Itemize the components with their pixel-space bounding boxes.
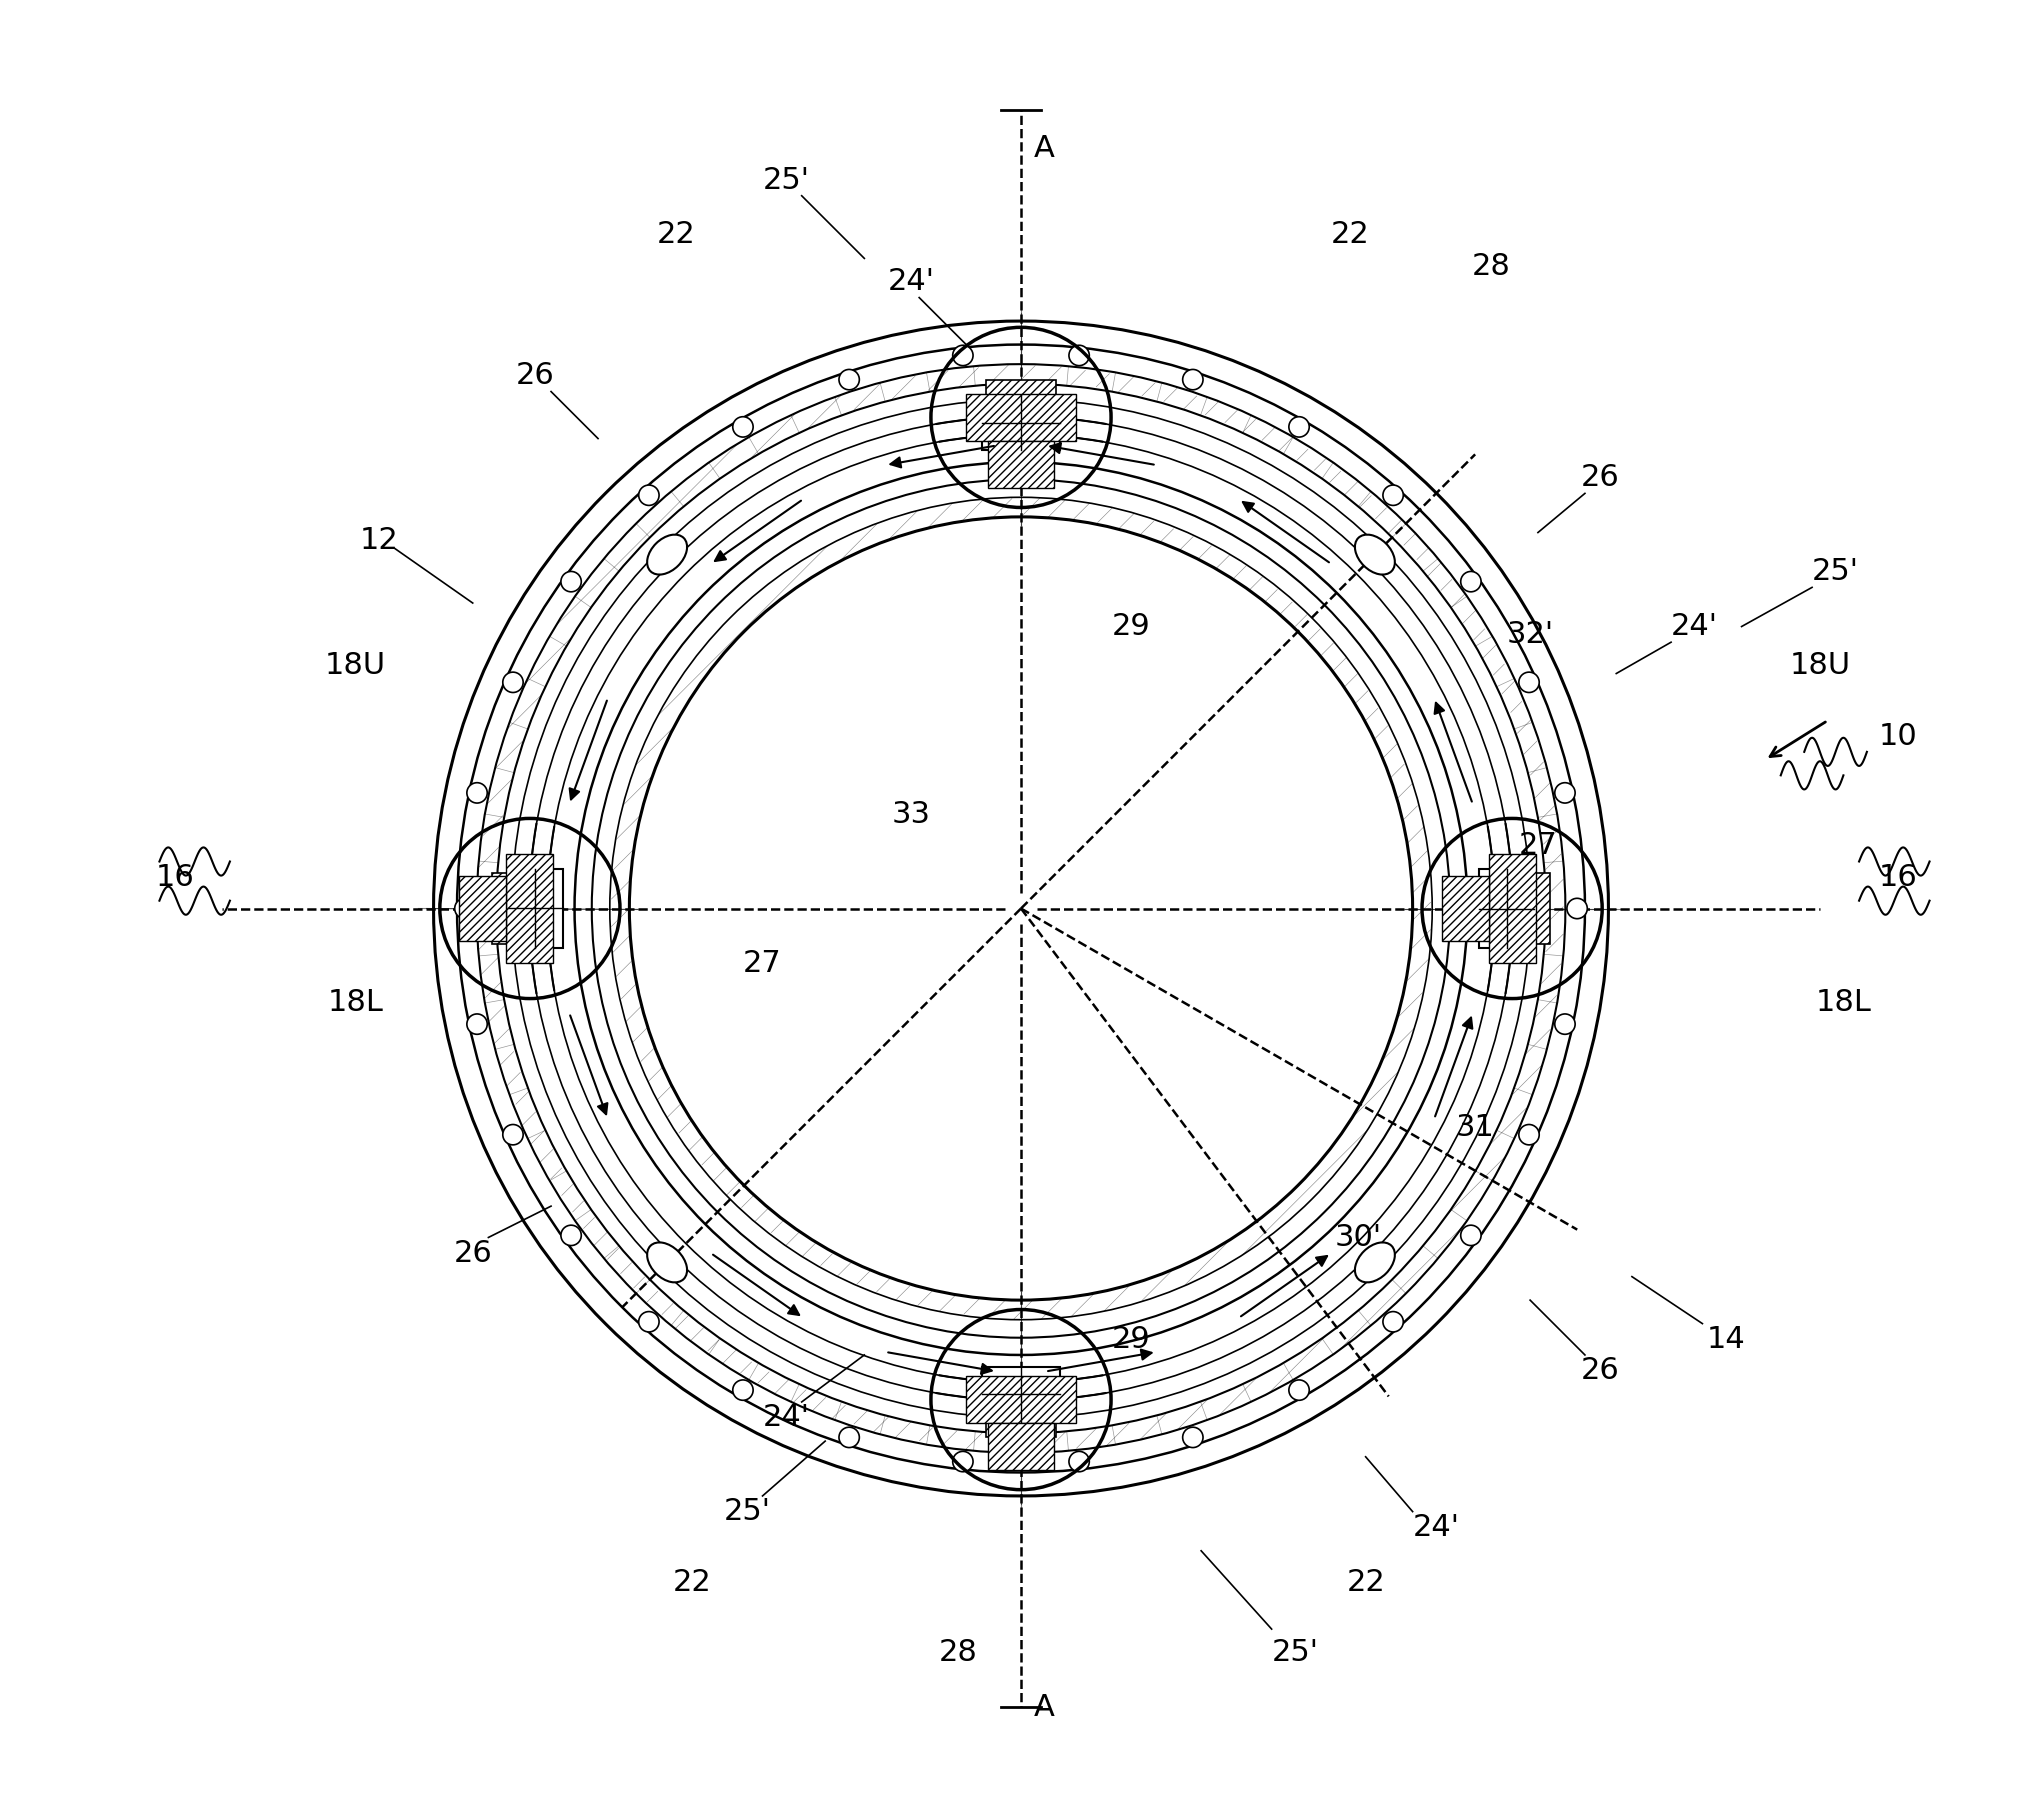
Text: 24': 24': [1413, 1514, 1460, 1543]
Text: 27: 27: [743, 948, 782, 978]
Text: 24': 24': [762, 1403, 809, 1432]
Text: 30': 30': [1333, 1223, 1380, 1252]
Circle shape: [733, 416, 753, 438]
Text: 32': 32': [1507, 620, 1554, 649]
Text: 18U: 18U: [1789, 650, 1850, 680]
Bar: [982, 396, 1060, 451]
Circle shape: [1519, 1125, 1540, 1145]
Text: 29: 29: [1111, 612, 1150, 641]
Circle shape: [502, 672, 523, 692]
Circle shape: [1182, 369, 1203, 391]
Text: 24': 24': [1670, 612, 1717, 641]
Circle shape: [468, 783, 488, 803]
Text: 26: 26: [517, 362, 555, 391]
Text: 18U: 18U: [325, 650, 386, 680]
Circle shape: [639, 1312, 660, 1332]
Text: 25': 25': [723, 1497, 770, 1526]
Text: 22: 22: [1346, 1568, 1384, 1597]
Circle shape: [433, 322, 1609, 1495]
Text: 28: 28: [939, 1639, 978, 1666]
Circle shape: [1460, 572, 1480, 592]
Text: 27: 27: [1519, 832, 1558, 859]
Circle shape: [1460, 1225, 1480, 1245]
Text: 26: 26: [1581, 463, 1619, 492]
Circle shape: [839, 1426, 860, 1448]
Circle shape: [1566, 898, 1587, 919]
Circle shape: [733, 1379, 753, 1401]
Circle shape: [562, 572, 582, 592]
Text: 28: 28: [1472, 253, 1511, 282]
Text: 26: 26: [453, 1239, 492, 1268]
Text: 18L: 18L: [1815, 988, 1870, 1018]
Circle shape: [1554, 783, 1574, 803]
Circle shape: [1182, 1426, 1203, 1448]
Ellipse shape: [1356, 534, 1395, 574]
Bar: [986, 1397, 1056, 1437]
Circle shape: [639, 485, 660, 505]
Circle shape: [455, 898, 476, 919]
Ellipse shape: [647, 534, 686, 574]
Text: 12: 12: [359, 525, 398, 554]
Circle shape: [954, 1452, 974, 1472]
Text: 16: 16: [1879, 863, 1917, 892]
Text: 29: 29: [1111, 1325, 1150, 1354]
Text: 25': 25': [1811, 558, 1858, 587]
Circle shape: [1382, 485, 1403, 505]
Text: 31: 31: [1456, 1114, 1495, 1143]
Circle shape: [839, 369, 860, 391]
Bar: [986, 380, 1056, 420]
Text: A: A: [1033, 134, 1056, 164]
Circle shape: [1068, 1452, 1088, 1472]
Bar: [966, 1375, 1076, 1423]
Circle shape: [468, 1014, 488, 1034]
Bar: [1489, 854, 1536, 963]
Bar: [506, 854, 553, 963]
Bar: [988, 1423, 1054, 1470]
Text: 10: 10: [1879, 721, 1917, 750]
Circle shape: [1554, 1014, 1574, 1034]
Bar: [508, 869, 564, 948]
Bar: [966, 394, 1076, 442]
Bar: [492, 874, 531, 943]
Circle shape: [954, 345, 974, 365]
Text: 33: 33: [892, 799, 931, 829]
Bar: [982, 1366, 1060, 1421]
Text: 26: 26: [1581, 1355, 1619, 1385]
Bar: [1511, 874, 1550, 943]
Circle shape: [502, 1125, 523, 1145]
Text: 14: 14: [1707, 1325, 1746, 1354]
Ellipse shape: [647, 1243, 686, 1283]
Circle shape: [1289, 416, 1309, 438]
Bar: [988, 442, 1054, 489]
Circle shape: [1068, 345, 1088, 365]
Circle shape: [1519, 672, 1540, 692]
Ellipse shape: [1356, 1243, 1395, 1283]
Circle shape: [1289, 1379, 1309, 1401]
Bar: [1442, 876, 1489, 941]
Text: A: A: [1033, 1693, 1056, 1723]
Text: 22: 22: [1331, 220, 1370, 249]
Text: 25': 25': [1272, 1639, 1319, 1666]
Circle shape: [1382, 1312, 1403, 1332]
Text: 16: 16: [155, 863, 194, 892]
Circle shape: [562, 1225, 582, 1245]
Text: 24': 24': [888, 267, 935, 296]
Bar: [1478, 869, 1534, 948]
Text: 22: 22: [658, 220, 696, 249]
Text: 22: 22: [672, 1568, 711, 1597]
Text: 18L: 18L: [327, 988, 384, 1018]
Bar: [459, 876, 506, 941]
Text: 25': 25': [762, 165, 809, 194]
